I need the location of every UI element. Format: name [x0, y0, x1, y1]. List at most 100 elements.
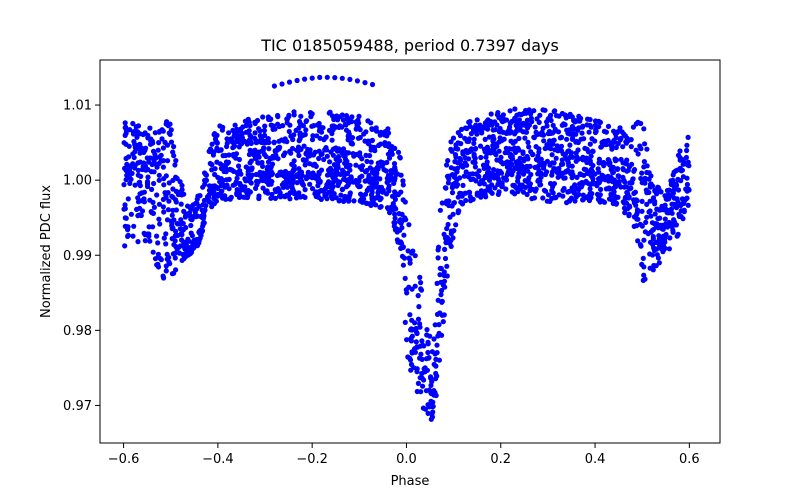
data-point	[289, 172, 295, 178]
data-point	[639, 208, 645, 214]
data-point	[573, 126, 579, 132]
data-point	[531, 108, 537, 114]
data-point	[555, 174, 561, 180]
data-point	[391, 223, 397, 229]
data-point	[511, 131, 518, 137]
data-point	[323, 147, 330, 153]
data-point	[585, 116, 591, 122]
data-point	[363, 200, 370, 206]
data-point	[551, 181, 558, 187]
data-point	[276, 187, 282, 193]
data-point	[242, 176, 248, 182]
data-point	[544, 169, 550, 175]
data-point	[551, 160, 557, 166]
data-point	[652, 221, 658, 227]
data-point	[466, 119, 472, 125]
data-point	[507, 170, 513, 176]
data-point	[207, 160, 213, 167]
data-point	[526, 144, 532, 150]
data-point	[566, 148, 572, 154]
data-point	[450, 211, 456, 217]
data-point	[485, 184, 491, 190]
data-point	[491, 136, 497, 142]
data-point	[573, 191, 579, 197]
y-tick-label: 1.00	[63, 174, 92, 189]
data-point	[539, 129, 545, 135]
data-point	[415, 316, 422, 322]
data-point	[340, 117, 346, 123]
data-point	[574, 174, 580, 180]
data-point	[491, 167, 497, 173]
data-point	[411, 365, 417, 371]
data-point	[655, 185, 662, 191]
data-point	[291, 179, 297, 185]
data-point	[217, 123, 223, 129]
data-point	[614, 166, 621, 172]
data-point	[458, 199, 464, 205]
data-point	[324, 153, 330, 159]
data-point	[669, 223, 675, 229]
data-point	[123, 155, 129, 162]
data-point	[626, 213, 632, 219]
data-point	[317, 179, 323, 185]
data-point	[192, 209, 198, 215]
data-point	[568, 153, 574, 159]
data-point	[427, 333, 433, 339]
data-point	[602, 176, 608, 182]
data-point	[351, 198, 357, 204]
data-point	[631, 223, 637, 229]
data-point	[567, 142, 573, 148]
data-point	[172, 255, 178, 261]
data-point	[178, 217, 184, 223]
data-point	[175, 232, 181, 239]
data-point	[327, 181, 333, 187]
data-point	[632, 189, 639, 195]
data-point	[612, 156, 618, 162]
data-point	[536, 149, 542, 155]
data-point	[220, 163, 226, 169]
data-point	[400, 182, 406, 188]
data-point	[152, 256, 159, 262]
data-point	[348, 174, 354, 180]
data-point	[239, 135, 245, 141]
data-point	[354, 78, 360, 84]
data-point	[398, 172, 404, 178]
data-point	[235, 137, 241, 143]
data-point	[644, 201, 650, 207]
data-point	[678, 203, 684, 209]
data-point	[256, 154, 262, 160]
data-point	[431, 392, 437, 398]
data-point	[279, 81, 285, 87]
data-point	[546, 140, 552, 146]
data-point	[618, 156, 624, 163]
data-point	[616, 173, 622, 179]
data-point	[305, 174, 311, 180]
data-point	[308, 114, 314, 120]
data-point	[384, 133, 390, 139]
data-point	[256, 126, 262, 132]
data-point	[471, 140, 477, 146]
data-point	[261, 151, 267, 157]
data-point	[176, 244, 182, 250]
data-point	[404, 337, 410, 343]
data-point	[384, 179, 390, 185]
data-point	[516, 117, 523, 123]
data-point	[396, 211, 402, 217]
data-point	[434, 350, 440, 356]
data-point	[445, 221, 451, 228]
data-point	[170, 207, 176, 213]
data-point	[294, 77, 300, 84]
data-point	[262, 132, 268, 138]
data-point	[492, 119, 498, 125]
data-point	[534, 116, 540, 122]
data-point	[416, 304, 422, 310]
data-point	[234, 190, 240, 196]
data-point	[501, 136, 507, 142]
data-point	[610, 192, 616, 198]
data-point	[497, 135, 503, 141]
data-point	[379, 163, 385, 169]
data-point	[257, 133, 263, 139]
data-point	[444, 273, 450, 279]
data-point	[617, 125, 623, 131]
data-point	[512, 117, 518, 124]
